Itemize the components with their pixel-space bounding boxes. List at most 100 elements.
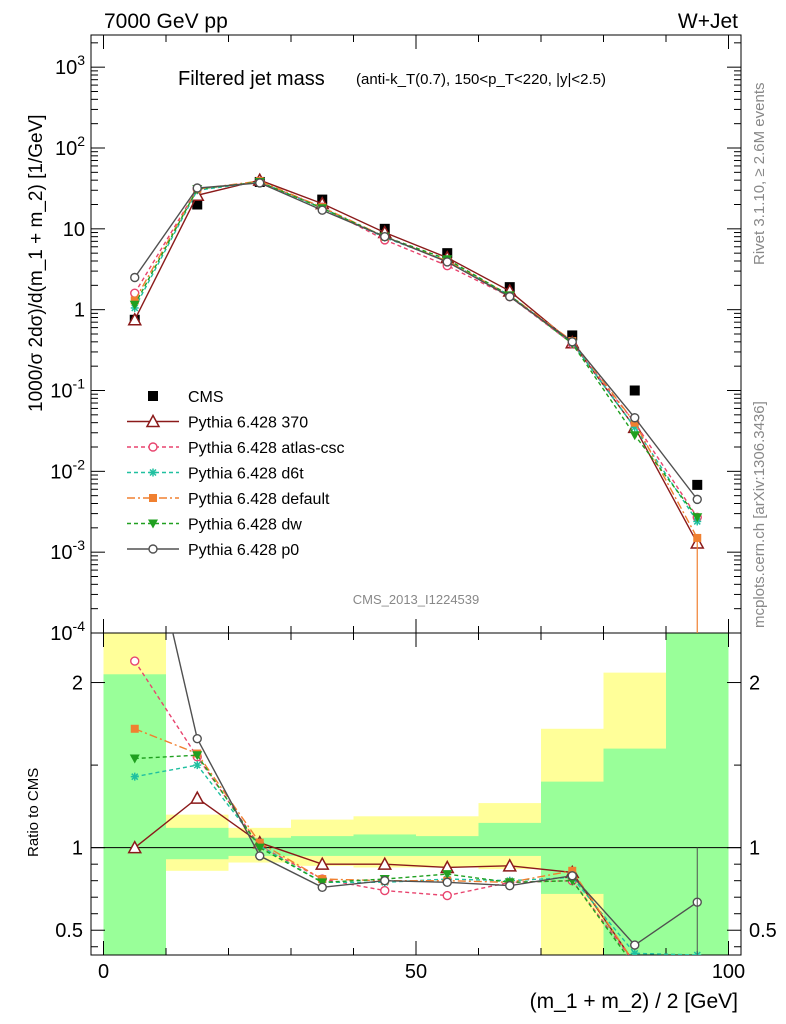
ratio-y-tick-label-right: 2: [749, 673, 760, 695]
band-green: [291, 836, 354, 856]
band-green: [353, 834, 416, 856]
ratio-series-4-line: [134, 754, 628, 955]
series-6-point: [380, 231, 390, 242]
legend-label: Pythia 6.428 p0: [188, 542, 299, 559]
ratio-series-2-point: [130, 772, 139, 781]
ratio-y-tick-label: 0.5: [55, 920, 83, 942]
series-2-line: [134, 181, 698, 518]
series-6-point: [505, 291, 515, 302]
series-5-point: [129, 300, 140, 310]
ratio-series-1-line: [134, 660, 630, 955]
band-green: [416, 836, 479, 856]
legend-label: Pythia 6.428 d6t: [188, 466, 304, 483]
legend-label: Pythia 6.428 dw: [188, 517, 302, 534]
y-axis-label-top: 1000/σ 2dσ)/d(m_1 + m_2) [1/GeV]: [26, 114, 47, 412]
y-tick-label: 10: [63, 219, 85, 241]
y-tick-label: 10-2: [50, 456, 85, 483]
ratio-series-3-point: [255, 838, 264, 847]
series-1-point: [127, 312, 143, 326]
ratio-series-0-point: [377, 856, 393, 870]
ratio-y-tick-label: 2: [72, 673, 83, 695]
ratio-y-tick-label-right: 0.5: [749, 920, 777, 942]
rivet-label: Rivet 3.1.10, ≥ 2.6M events: [751, 83, 768, 266]
process-label: W+Jet: [678, 10, 738, 33]
ratio-series-2-point-stroke: [193, 761, 201, 769]
ratio-series-1-point: [130, 656, 140, 666]
ratio-series-2-point-stroke: [131, 773, 139, 781]
ratio-series-2-point-stroke: [696, 951, 701, 955]
ratio-series-5-point: [317, 882, 327, 892]
ratio-series-2-point-stroke: [693, 951, 699, 955]
ratio-series-3-point: [568, 866, 577, 875]
series-5-point: [629, 431, 640, 441]
ratio-series-4-point: [192, 751, 203, 761]
ratio-series-4-point: [442, 870, 453, 880]
series-4-point: [630, 418, 639, 427]
series-6-line: [134, 182, 698, 500]
series-4-point: [130, 296, 139, 305]
legend-label: CMS: [188, 389, 224, 406]
ratio-series-0-point: [127, 840, 143, 854]
ratio-y-tick-label: 1: [72, 838, 83, 860]
x-tick-label: 100: [712, 961, 745, 983]
ratio-series-2-point: [630, 949, 639, 955]
legend-marker: [148, 391, 158, 401]
ratio-series-5-line: [172, 633, 698, 947]
legend-marker: [148, 442, 158, 452]
ratio-series-3-point: [130, 724, 139, 733]
legend-label: Pythia 6.428 atlas-csc: [188, 440, 345, 457]
series-0-point: [629, 385, 640, 396]
legend-marker-stroke: [149, 468, 157, 477]
band-green: [166, 827, 229, 860]
x-tick-label: 50: [405, 961, 427, 983]
series-1-line: [134, 179, 698, 544]
ratio-series-3-line: [134, 728, 631, 955]
legend-marker: [145, 413, 161, 428]
y-tick-label: 1: [74, 300, 85, 322]
x-tick-label: 0: [98, 961, 109, 983]
ratio-series-5-point: [192, 733, 202, 744]
band-green: [603, 748, 666, 955]
x-axis-label: (m_1 + m_2) / 2 [GeV]: [530, 990, 738, 1013]
series-6-point: [130, 272, 140, 283]
y-axis-label-ratio: Ratio to CMS: [25, 768, 42, 857]
legend-marker: [149, 468, 157, 477]
ratio-series-4-point: [129, 754, 140, 764]
series-6-point: [317, 205, 327, 215]
ratio-series-2-point-stroke: [632, 949, 639, 955]
chart-title-main: Filtered jet mass: [178, 68, 325, 90]
legend-marker: [148, 519, 158, 529]
ratio-series-5-point: [442, 877, 452, 888]
legend-label: Pythia 6.428 370: [188, 415, 308, 432]
chart-title: Filtered jet mass: [178, 68, 325, 90]
ratio-series-2-point: [193, 761, 202, 770]
energy-label: 7000 GeV pp: [104, 10, 228, 33]
series-6-point: [255, 178, 265, 188]
chart-subtitle: (anti-k_T(0.7), 150<p_T<220, |y|<2.5): [356, 71, 606, 88]
ratio-series: [127, 633, 702, 955]
band-green: [478, 822, 541, 856]
series-0-point: [192, 199, 203, 210]
series-6-point: [630, 413, 640, 423]
ratio-series-5-point: [380, 875, 390, 886]
ratio-series-0-point: [314, 856, 330, 870]
ratio-series-5-point: [567, 871, 577, 881]
y-tick-label: 103: [55, 52, 85, 79]
legend-label: Pythia 6.428 default: [188, 491, 330, 508]
ratio-series-5-point: [505, 880, 515, 891]
series-5-point: [692, 513, 703, 523]
ratio-series-1-point: [442, 890, 452, 901]
series-0-point: [692, 479, 703, 490]
mcplots-label: mcplots.cern.ch [arXiv:1306.3436]: [751, 401, 768, 628]
ratio-series-5-point: [630, 940, 640, 950]
y-tick-label: 10-3: [50, 537, 85, 564]
series-6-point: [567, 337, 577, 347]
legend-marker: [149, 494, 157, 502]
series-6-point: [442, 257, 452, 267]
series-6-point: [192, 183, 202, 193]
ratio-series-4-point: [254, 843, 265, 853]
ratio-series-0-point: [189, 790, 205, 804]
analysis-id-label: CMS_2013_I1224539: [353, 592, 480, 607]
